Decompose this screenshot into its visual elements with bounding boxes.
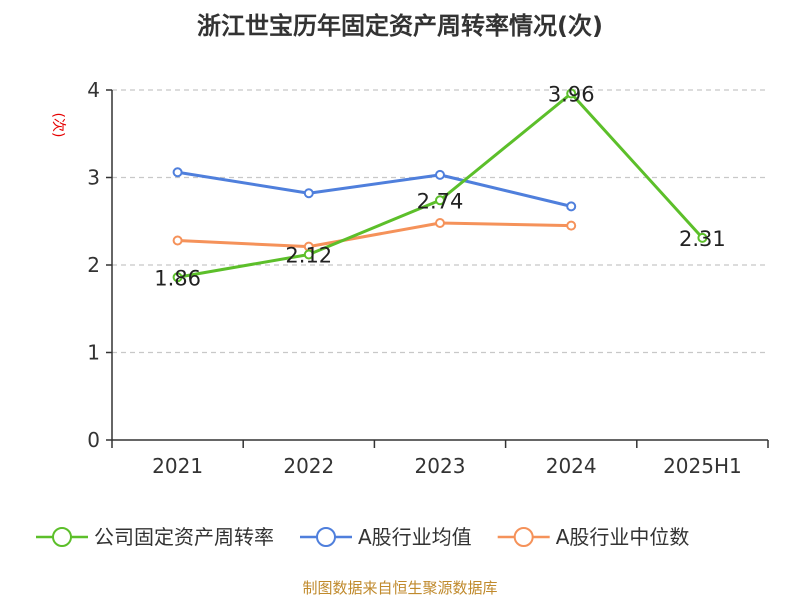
- axes: 0 1 2 3 4 2021 2022 2023 2024 2025H1: [87, 78, 769, 478]
- point-s0-2023: [435, 195, 445, 206]
- legend-label-0: 公司固定资产周转率: [94, 525, 274, 549]
- legend-label-1: A股行业均值: [358, 525, 472, 549]
- x-tick-label-2024: 2024: [546, 454, 597, 478]
- y-tick-label-4: 4: [87, 78, 100, 102]
- point-s1-2023: [435, 169, 445, 180]
- legend-item-0: 公司固定资产周转率: [36, 525, 274, 549]
- x-tick-label-2022: 2022: [283, 454, 334, 478]
- series-line-2: [177, 221, 572, 249]
- legend-item-2: A股行业中位数: [497, 525, 690, 549]
- data-labels: 1.86 2.12 2.74 3.96 2.31: [154, 83, 726, 291]
- point-s0-2022: [303, 249, 314, 260]
- legend-marker-1: [316, 527, 336, 547]
- source-note: 制图数据来自恒生聚源数据库: [302, 579, 497, 597]
- legend-marker-2: [513, 527, 534, 547]
- chart-title: 浙江世宝历年固定资产周转率情况(次): [197, 12, 603, 40]
- x-tick-label-2025H1: 2025H1: [663, 454, 742, 478]
- data-label-2022: 2.12: [285, 244, 332, 268]
- point-s2-2023: [435, 218, 445, 228]
- data-label-2024: 3.96: [548, 83, 595, 107]
- legend: 公司固定资产周转率 A股行业均值 A股行业中位数: [36, 525, 689, 549]
- point-s2-2024: [566, 220, 577, 231]
- legend-item-1: A股行业均值: [300, 525, 472, 549]
- series-line-1: [177, 170, 572, 208]
- point-s2-2021: [172, 235, 183, 246]
- y-axis-label: (次): [50, 113, 66, 138]
- x-tick-label-2021: 2021: [152, 454, 203, 478]
- legend-marker-0: [52, 527, 72, 547]
- y-tick-label-2: 2: [87, 253, 100, 277]
- point-s0-2025H1: [697, 232, 708, 243]
- data-label-2021: 1.86: [154, 266, 201, 290]
- data-label-2023: 2.74: [417, 189, 464, 213]
- y-tick-label-3: 3: [87, 166, 100, 190]
- y-tick-label-0: 0: [87, 428, 100, 452]
- y-tick-label-1: 1: [87, 341, 100, 365]
- point-s0-2021: [172, 272, 183, 283]
- point-s0-2024: [566, 88, 577, 99]
- point-s1-2021: [172, 167, 183, 178]
- point-s1-2024: [566, 201, 577, 212]
- x-tick-label-2023: 2023: [415, 454, 466, 478]
- data-label-2025H1: 2.31: [679, 227, 726, 251]
- series-lines: [172, 88, 708, 283]
- legend-label-2: A股行业中位数: [556, 525, 690, 549]
- point-s1-2022: [303, 188, 314, 199]
